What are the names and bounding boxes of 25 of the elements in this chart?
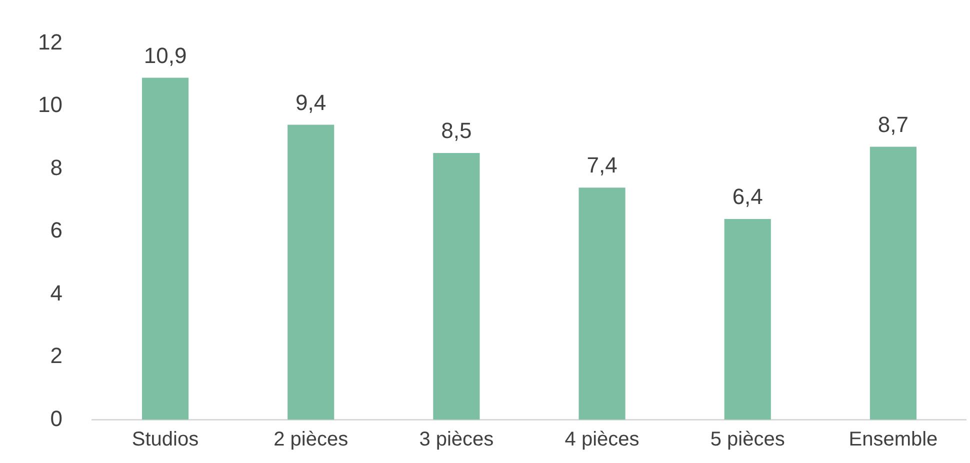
y-tick-label: 0 bbox=[50, 406, 62, 431]
bar bbox=[724, 218, 771, 420]
data-label: 6,4 bbox=[732, 184, 763, 210]
bar bbox=[578, 188, 626, 420]
bar bbox=[433, 153, 480, 420]
data-label: 9,4 bbox=[296, 90, 326, 115]
y-tick-label: 10 bbox=[38, 92, 62, 118]
data-label: 10,9 bbox=[144, 42, 187, 68]
x-tick-label: Ensemble bbox=[848, 428, 938, 450]
y-tick-label: 6 bbox=[50, 218, 62, 243]
data-label: 8,5 bbox=[441, 118, 472, 144]
data-label: 8,7 bbox=[878, 112, 909, 137]
bar bbox=[870, 146, 916, 420]
x-tick-label: Studios bbox=[132, 428, 199, 450]
x-tick-label: 4 pièces bbox=[564, 428, 640, 450]
data-label: 7,4 bbox=[586, 152, 618, 178]
y-tick-label: 8 bbox=[50, 154, 62, 180]
y-tick-label: 12 bbox=[38, 29, 62, 54]
y-tick-label: 4 bbox=[50, 280, 62, 306]
x-tick-label: 5 pièces bbox=[710, 428, 785, 450]
bar bbox=[288, 124, 334, 420]
x-tick-label: 3 pièces bbox=[419, 428, 494, 450]
x-tick-label: 2 pièces bbox=[274, 428, 348, 450]
y-tick-label: 2 bbox=[50, 343, 62, 368]
bar bbox=[142, 78, 189, 420]
